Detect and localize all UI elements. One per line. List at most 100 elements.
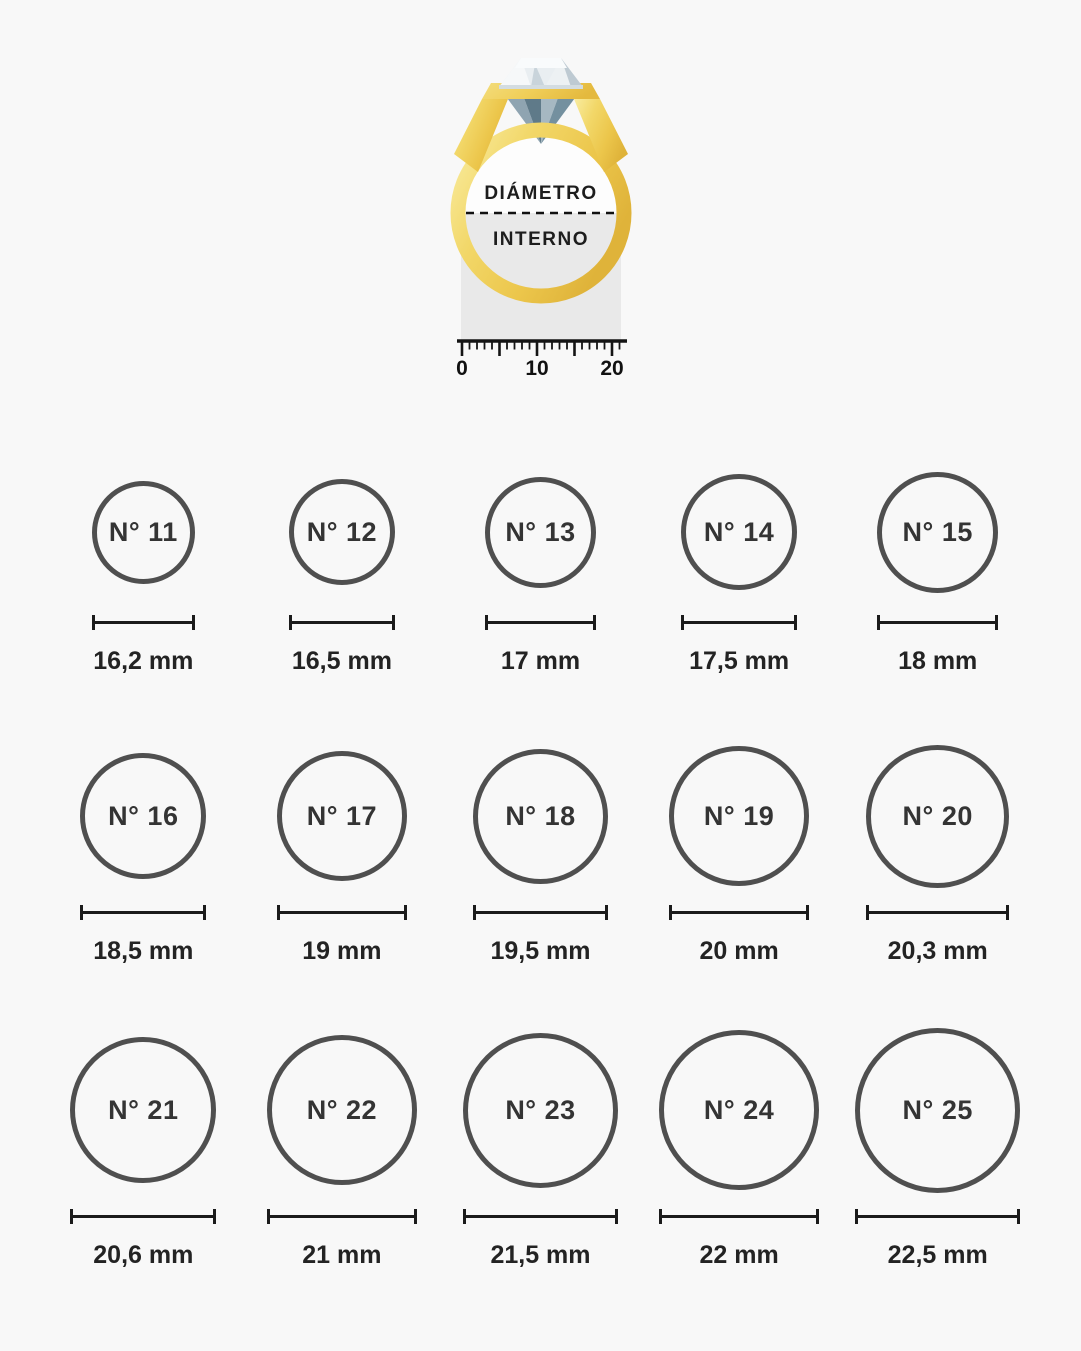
diameter-measure-line	[484, 615, 596, 630]
ring-size-item: N° 11 16,2 mm	[44, 462, 243, 676]
ring-size-item: N° 21 20,6 mm	[44, 1024, 243, 1270]
diameter-mm-label: 20 mm	[699, 937, 779, 965]
ring-size-item: N° 23 21,5 mm	[441, 1024, 640, 1270]
ring-size-item: N° 13 17 mm	[441, 462, 640, 676]
ring-size-label: N° 22	[306, 1094, 378, 1125]
ruler-label-10: 10	[525, 357, 548, 380]
diameter-mm-label: 19,5 mm	[490, 937, 591, 965]
ring-size-circle: N° 12	[288, 479, 395, 585]
ring-size-item: N° 12 16,5 mm	[243, 462, 442, 676]
ring-size-label: N° 17	[306, 800, 378, 831]
diameter-measure-line	[877, 615, 999, 630]
ring-size-item: N° 17 19 mm	[243, 740, 442, 966]
ring-size-circle: N° 15	[877, 471, 999, 593]
ring-band	[450, 122, 631, 304]
diameter-mm-label: 16,2 mm	[93, 647, 194, 675]
ring-size-label: N° 16	[108, 800, 179, 831]
ring-size-circle: N° 25	[855, 1027, 1021, 1193]
ring-size-item: N° 18 19,5 mm	[441, 740, 640, 966]
diameter-measure-line	[462, 1209, 618, 1224]
ring-size-label: N° 25	[902, 1094, 973, 1125]
ring-size-circle-zone: N° 22	[266, 1024, 417, 1196]
diameter-measure-line	[266, 1209, 417, 1224]
ring-size-circle: N° 16	[80, 753, 207, 879]
diameter-measure-line	[669, 905, 810, 920]
ring-size-label: N° 21	[108, 1094, 179, 1125]
ring-size-circle-zone: N° 24	[659, 1024, 820, 1196]
diameter-measure-line	[80, 905, 207, 920]
ring-size-circle: N° 22	[266, 1035, 417, 1185]
diameter-measure-line	[866, 905, 1010, 920]
ring-size-circle-zone: N° 23	[462, 1024, 618, 1196]
ring-size-circle: N° 19	[669, 746, 810, 886]
ring-size-circle: N° 17	[276, 751, 407, 881]
ring-size-circle: N° 18	[472, 748, 608, 884]
ring-size-item: N° 14 17,5 mm	[640, 462, 839, 676]
ring-size-circle-zone: N° 13	[484, 462, 596, 602]
ring-size-item: N° 15 18 mm	[838, 462, 1037, 676]
diameter-measure-line	[472, 905, 608, 920]
ring-size-label: N° 19	[703, 800, 775, 831]
ring-size-circle-zone: N° 25	[855, 1024, 1021, 1196]
ring-size-circle-zone: N° 12	[288, 462, 395, 602]
ring-size-circle: N° 20	[866, 744, 1010, 888]
ring-size-circle-zone: N° 21	[70, 1024, 217, 1196]
ring-size-label: N° 14	[703, 516, 775, 547]
ring-size-item: N° 19 20 mm	[640, 740, 839, 966]
ruler-ticks	[460, 341, 620, 356]
diamond-icon	[498, 58, 583, 89]
ring-size-item: N° 25 22,5 mm	[838, 1024, 1037, 1270]
ruler: 0 10 20	[456, 339, 627, 380]
diameter-mm-label: 17 mm	[500, 647, 581, 675]
ring-size-label: N° 20	[902, 800, 973, 831]
ring-size-label: N° 12	[306, 516, 378, 547]
ring-size-label: N° 23	[505, 1094, 576, 1125]
ring-size-circle: N° 23	[462, 1032, 618, 1188]
ring-size-item: N° 24 22 mm	[640, 1024, 839, 1270]
ring-size-circle-zone: N° 11	[91, 462, 195, 602]
diameter-mm-label: 21,5 mm	[490, 1241, 591, 1269]
diameter-measure-line	[855, 1209, 1021, 1224]
ring-size-label: N° 11	[108, 516, 178, 547]
diameter-measure-line	[276, 905, 407, 920]
ring-size-label: N° 15	[902, 516, 973, 547]
ring-illustration: DIÁMETRO INTERNO 0 10 20	[0, 0, 1081, 392]
gold-ring-icon: DIÁMETRO INTERNO 0 10 20	[450, 58, 631, 380]
ring-size-item: N° 22 21 mm	[243, 1024, 442, 1270]
diameter-measure-line	[288, 615, 395, 630]
ring-size-circle: N° 24	[659, 1030, 820, 1190]
diameter-measure-line	[91, 615, 195, 630]
ring-size-circle-zone: N° 16	[80, 740, 207, 892]
diameter-mm-label: 19 mm	[302, 937, 382, 965]
diameter-mm-label: 18 mm	[898, 647, 978, 675]
diameter-label-bottom: INTERNO	[493, 229, 589, 250]
ring-size-label: N° 24	[703, 1094, 775, 1125]
diameter-mm-label: 22 mm	[699, 1241, 779, 1269]
diameter-measure-line	[681, 615, 798, 630]
ring-size-label: N° 13	[505, 516, 576, 547]
ring-size-circle-zone: N° 18	[472, 740, 608, 892]
ring-size-circle: N° 21	[70, 1037, 217, 1183]
diameter-mm-label: 17,5 mm	[689, 647, 790, 675]
size-row-3: N° 21 20,6 mm N° 22 21 mm N° 23 21,5 mm N° 24 2…	[44, 1024, 1037, 1270]
ruler-label-0: 0	[456, 357, 468, 380]
diameter-mm-label: 18,5 mm	[93, 937, 194, 965]
ring-size-circle-zone: N° 19	[669, 740, 810, 892]
ring-size-circle: N° 11	[91, 480, 195, 584]
size-grid: N° 11 16,2 mm N° 12 16,5 mm N° 13 17 mm N° 14 1…	[0, 462, 1081, 1270]
diameter-mm-label: 20,3 mm	[887, 937, 988, 965]
ring-size-circle-zone: N° 20	[866, 740, 1010, 892]
ring-size-circle: N° 13	[484, 476, 596, 588]
diameter-measure-line	[70, 1209, 217, 1224]
ring-size-item: N° 16 18,5 mm	[44, 740, 243, 966]
diameter-label-top: DIÁMETRO	[484, 182, 597, 204]
size-row-1: N° 11 16,2 mm N° 12 16,5 mm N° 13 17 mm N° 14 1…	[44, 462, 1037, 676]
ring-size-circle-zone: N° 15	[877, 462, 999, 602]
diameter-mm-label: 16,5 mm	[291, 647, 392, 675]
ring-size-item: N° 20 20,3 mm	[838, 740, 1037, 966]
ring-size-circle-zone: N° 14	[681, 462, 798, 602]
ring-size-label: N° 18	[505, 800, 576, 831]
size-row-2: N° 16 18,5 mm N° 17 19 mm N° 18 19,5 mm N° 19 2…	[44, 740, 1037, 966]
diameter-measure-line	[659, 1209, 820, 1224]
